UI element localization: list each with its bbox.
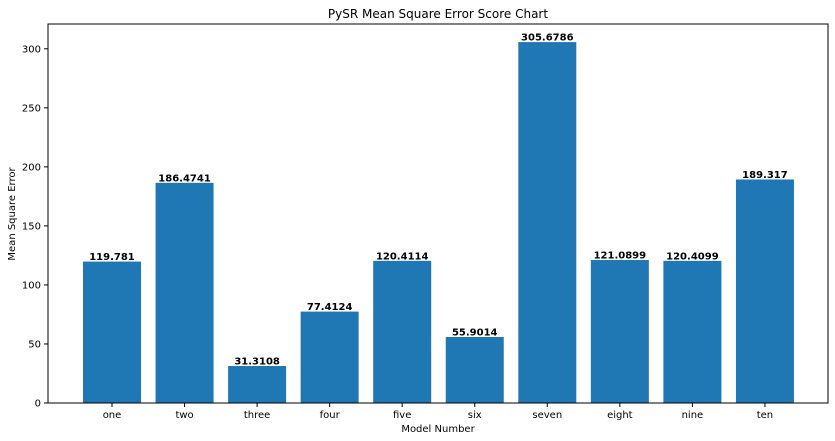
bar-eight — [590, 260, 649, 403]
x-tick-label-eight: eight — [607, 410, 633, 421]
y-axis: 0 50 100 150 200 250 300 — [22, 44, 48, 410]
data-label-six: 55.9014 — [452, 327, 498, 338]
bars-group — [83, 42, 794, 403]
bar-four — [300, 311, 359, 403]
data-label-eight: 121.0899 — [594, 251, 647, 262]
x-tick-label-five: five — [393, 410, 411, 421]
x-tick-label-four: four — [320, 410, 341, 421]
bar-ten — [735, 179, 794, 403]
data-label-ten: 189.317 — [742, 170, 788, 181]
y-tick-label: 200 — [22, 162, 41, 173]
bar-three — [228, 366, 287, 403]
x-tick-label-one: one — [103, 410, 122, 421]
x-tick-label-three: three — [244, 410, 270, 421]
y-tick-label: 150 — [22, 221, 41, 232]
bar-two — [155, 182, 214, 403]
data-label-five: 120.4114 — [376, 251, 429, 262]
data-label-three: 31.3108 — [234, 357, 280, 368]
y-tick-label: 100 — [22, 280, 41, 291]
y-tick-label: 50 — [28, 339, 41, 350]
bar-five — [373, 260, 432, 403]
bar-one — [83, 261, 141, 403]
x-tick-label-nine: nine — [682, 410, 704, 421]
bar-nine — [663, 260, 722, 403]
plot-frame — [47, 23, 829, 404]
bar-seven — [518, 42, 577, 403]
y-tick-label: 300 — [22, 44, 41, 55]
data-label-one: 119.781 — [89, 252, 135, 263]
data-label-nine: 120.4099 — [666, 251, 719, 262]
chart-title: PySR Mean Square Error Score Chart — [328, 7, 548, 21]
x-tick-label-two: two — [175, 410, 193, 421]
y-axis-title: Mean Square Error — [7, 167, 18, 261]
data-label-two: 186.4741 — [158, 173, 211, 184]
data-label-seven: 305.6786 — [521, 33, 574, 44]
x-tick-label-seven: seven — [532, 410, 562, 421]
x-axis-title: Model Number — [401, 424, 475, 435]
data-labels-group: 119.781 186.4741 31.3108 77.4124 120.4114 55.… — [89, 33, 788, 368]
x-tick-label-ten: ten — [757, 410, 773, 421]
x-tick-label-six: six — [468, 410, 482, 421]
y-tick-label: 0 — [35, 399, 41, 410]
x-axis: one two three four five six seven eight nine ten — [103, 403, 773, 421]
data-label-four: 77.4124 — [307, 302, 353, 313]
bar-six — [445, 336, 504, 403]
y-tick-label: 250 — [22, 103, 41, 114]
